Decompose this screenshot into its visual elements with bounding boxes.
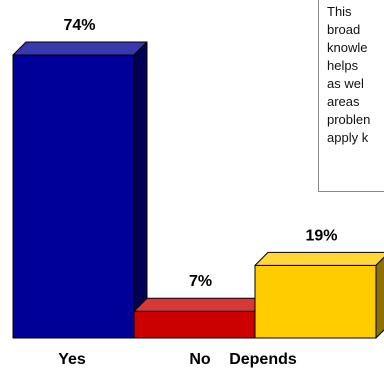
- note-line: This: [327, 4, 352, 19]
- bar-top-depends: [254, 251, 384, 266]
- bar-yes: [12, 41, 148, 339]
- note-line: broad: [327, 22, 361, 37]
- category-label-yes: Yes: [58, 351, 86, 368]
- value-label-depends: 19%: [305, 227, 337, 244]
- bar-front-yes: [12, 54, 135, 339]
- bar-top-no: [133, 297, 269, 312]
- category-labels-group: Yes No Depends: [58, 351, 297, 368]
- note-line: as wel: [327, 76, 364, 91]
- note-line: helps: [327, 58, 359, 73]
- bar-side-yes: [133, 41, 148, 339]
- text-note-box: This broad knowle helps as wel areas pro…: [318, 0, 384, 192]
- note-line: apply k: [327, 130, 369, 145]
- value-label-yes: 74%: [63, 17, 95, 34]
- category-label-depends: Depends: [229, 351, 297, 368]
- bars-group: [12, 41, 384, 339]
- note-line: problen: [327, 112, 371, 127]
- bar-front-no: [133, 310, 256, 339]
- bar-top-yes: [12, 41, 148, 56]
- note-line: areas: [327, 94, 360, 109]
- bar-depends: [254, 251, 384, 339]
- bar-front-depends: [254, 264, 377, 339]
- bar-no: [133, 297, 269, 339]
- note-line: knowle: [327, 40, 368, 55]
- category-label-no: No: [189, 351, 211, 368]
- value-label-no: 7%: [189, 273, 212, 290]
- bar-side-depends: [375, 256, 384, 339]
- value-labels-group: 74% 7% 19%: [63, 17, 337, 290]
